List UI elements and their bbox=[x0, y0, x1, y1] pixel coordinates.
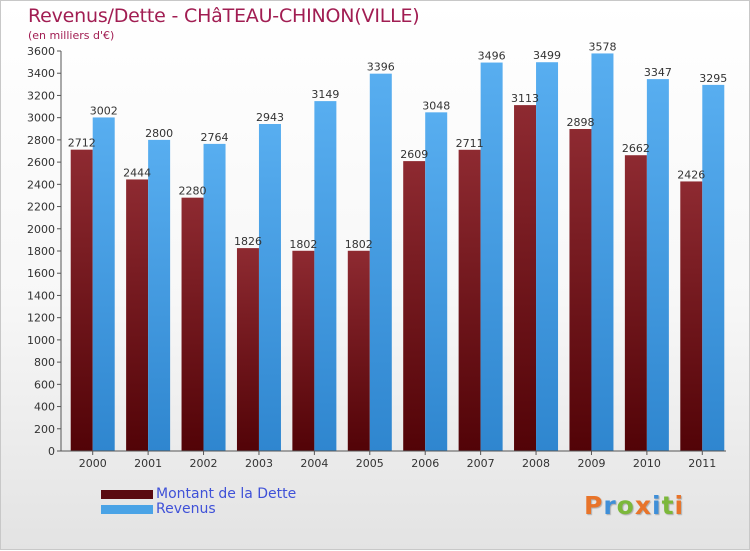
chart-subtitle: (en milliers d'€) bbox=[28, 29, 115, 42]
bar-dette bbox=[514, 105, 537, 451]
legend-label-dette: Montant de la Dette bbox=[156, 486, 297, 502]
legend-swatch-dette bbox=[101, 490, 153, 499]
bar-dette bbox=[181, 197, 204, 451]
data-label-dette: 2426 bbox=[677, 168, 705, 181]
y-tick-label: 0 bbox=[48, 445, 55, 458]
y-tick-label: 1200 bbox=[27, 312, 55, 325]
bar-dette bbox=[70, 149, 93, 451]
x-tick-label: 2008 bbox=[522, 457, 550, 470]
y-tick-label: 400 bbox=[34, 401, 55, 414]
x-tick-label: 2003 bbox=[245, 457, 273, 470]
data-label-revenus: 3048 bbox=[422, 99, 450, 112]
y-tick-label: 200 bbox=[34, 423, 55, 436]
data-label-revenus: 3578 bbox=[588, 40, 616, 53]
data-label-dette: 2712 bbox=[68, 137, 96, 150]
bar-revenus bbox=[425, 112, 448, 451]
bar-revenus bbox=[646, 79, 669, 451]
bar-dette bbox=[680, 181, 703, 451]
data-label-dette: 2280 bbox=[179, 185, 207, 198]
data-label-dette: 2711 bbox=[456, 137, 484, 150]
bar-dette bbox=[236, 248, 259, 451]
y-tick-label: 800 bbox=[34, 356, 55, 369]
data-label-dette: 3113 bbox=[511, 92, 539, 105]
x-tick-label: 2004 bbox=[300, 457, 328, 470]
x-tick-label: 2007 bbox=[467, 457, 495, 470]
y-tick-label: 3200 bbox=[27, 89, 55, 102]
x-tick-label: 2009 bbox=[577, 457, 605, 470]
data-label-revenus: 3149 bbox=[311, 88, 339, 101]
bar-dette bbox=[292, 250, 315, 451]
bar-revenus bbox=[92, 117, 115, 451]
logo-letter: t bbox=[661, 491, 675, 520]
y-tick-label: 2600 bbox=[27, 156, 55, 169]
data-label-revenus: 3002 bbox=[90, 104, 118, 117]
bar-revenus bbox=[536, 62, 559, 451]
y-tick-label: 1400 bbox=[27, 289, 55, 302]
data-label-revenus: 3295 bbox=[699, 72, 727, 85]
x-tick-label: 2011 bbox=[688, 457, 716, 470]
bar-dette bbox=[347, 250, 370, 451]
legend-label-revenus: Revenus bbox=[156, 501, 216, 517]
bars-group bbox=[70, 53, 725, 452]
y-tick-label: 1800 bbox=[27, 245, 55, 258]
y-tick-label: 2000 bbox=[27, 223, 55, 236]
axes-group: 2000 2001 2002 2003 2004 2005 2006 2007 2008 2009… bbox=[27, 45, 726, 470]
logo-letter: P bbox=[584, 491, 604, 520]
x-tick-label: 2000 bbox=[79, 457, 107, 470]
bar-revenus bbox=[480, 62, 503, 452]
legend-swatch-revenus bbox=[101, 505, 153, 514]
data-label-revenus: 3347 bbox=[644, 66, 672, 79]
bar-revenus bbox=[702, 84, 725, 451]
x-tick-label: 2001 bbox=[134, 457, 162, 470]
y-tick-label: 3400 bbox=[27, 67, 55, 80]
bar-dette bbox=[624, 155, 647, 451]
x-tick-label: 2002 bbox=[190, 457, 218, 470]
data-labels-group: 2712 3002 2444 2800 2280 2764 1826 2943 1802 3149… bbox=[68, 40, 728, 250]
bar-revenus bbox=[148, 139, 171, 451]
data-label-revenus: 2800 bbox=[145, 127, 173, 140]
data-label-revenus: 3499 bbox=[533, 49, 561, 62]
y-tick-label: 3600 bbox=[27, 45, 55, 58]
data-label-dette: 1802 bbox=[289, 238, 317, 251]
data-label-dette: 2662 bbox=[622, 142, 650, 155]
x-tick-label: 2006 bbox=[411, 457, 439, 470]
y-tick-label: 2400 bbox=[27, 178, 55, 191]
chart-title: Revenus/Dette - CHâTEAU-CHINON(VILLE) bbox=[28, 5, 420, 27]
bar-dette bbox=[569, 129, 592, 451]
x-tick-label: 2010 bbox=[633, 457, 661, 470]
data-label-dette: 2609 bbox=[400, 148, 428, 161]
data-label-revenus: 2764 bbox=[201, 131, 229, 144]
data-label-dette: 1826 bbox=[234, 235, 262, 248]
bar-revenus bbox=[258, 124, 281, 451]
data-label-dette: 1802 bbox=[345, 238, 373, 251]
bar-revenus bbox=[314, 101, 337, 451]
logo-letter: i bbox=[652, 491, 662, 520]
bar-dette bbox=[403, 161, 426, 451]
bar-revenus bbox=[203, 143, 226, 451]
data-label-revenus: 3396 bbox=[367, 61, 395, 74]
logo-letter: o bbox=[616, 491, 635, 520]
y-tick-label: 1000 bbox=[27, 334, 55, 347]
logo-letter: i bbox=[674, 491, 685, 520]
proxiti-logo: Proxiti bbox=[584, 491, 684, 520]
logo-letter: x bbox=[634, 491, 652, 520]
logo-letter: r bbox=[603, 491, 617, 520]
x-tick-label: 2005 bbox=[356, 457, 384, 470]
data-label-dette: 2898 bbox=[566, 116, 594, 129]
y-tick-label: 600 bbox=[34, 378, 55, 391]
y-tick-label: 2200 bbox=[27, 201, 55, 214]
bar-dette bbox=[458, 149, 481, 451]
bar-revenus bbox=[369, 73, 392, 452]
y-tick-label: 1600 bbox=[27, 267, 55, 280]
data-label-revenus: 3496 bbox=[478, 50, 506, 63]
bar-dette bbox=[126, 179, 149, 451]
data-label-revenus: 2943 bbox=[256, 111, 284, 124]
bar-revenus bbox=[591, 53, 614, 451]
y-tick-label: 2800 bbox=[27, 134, 55, 147]
data-label-dette: 2444 bbox=[123, 166, 151, 179]
y-tick-label: 3000 bbox=[27, 112, 55, 125]
